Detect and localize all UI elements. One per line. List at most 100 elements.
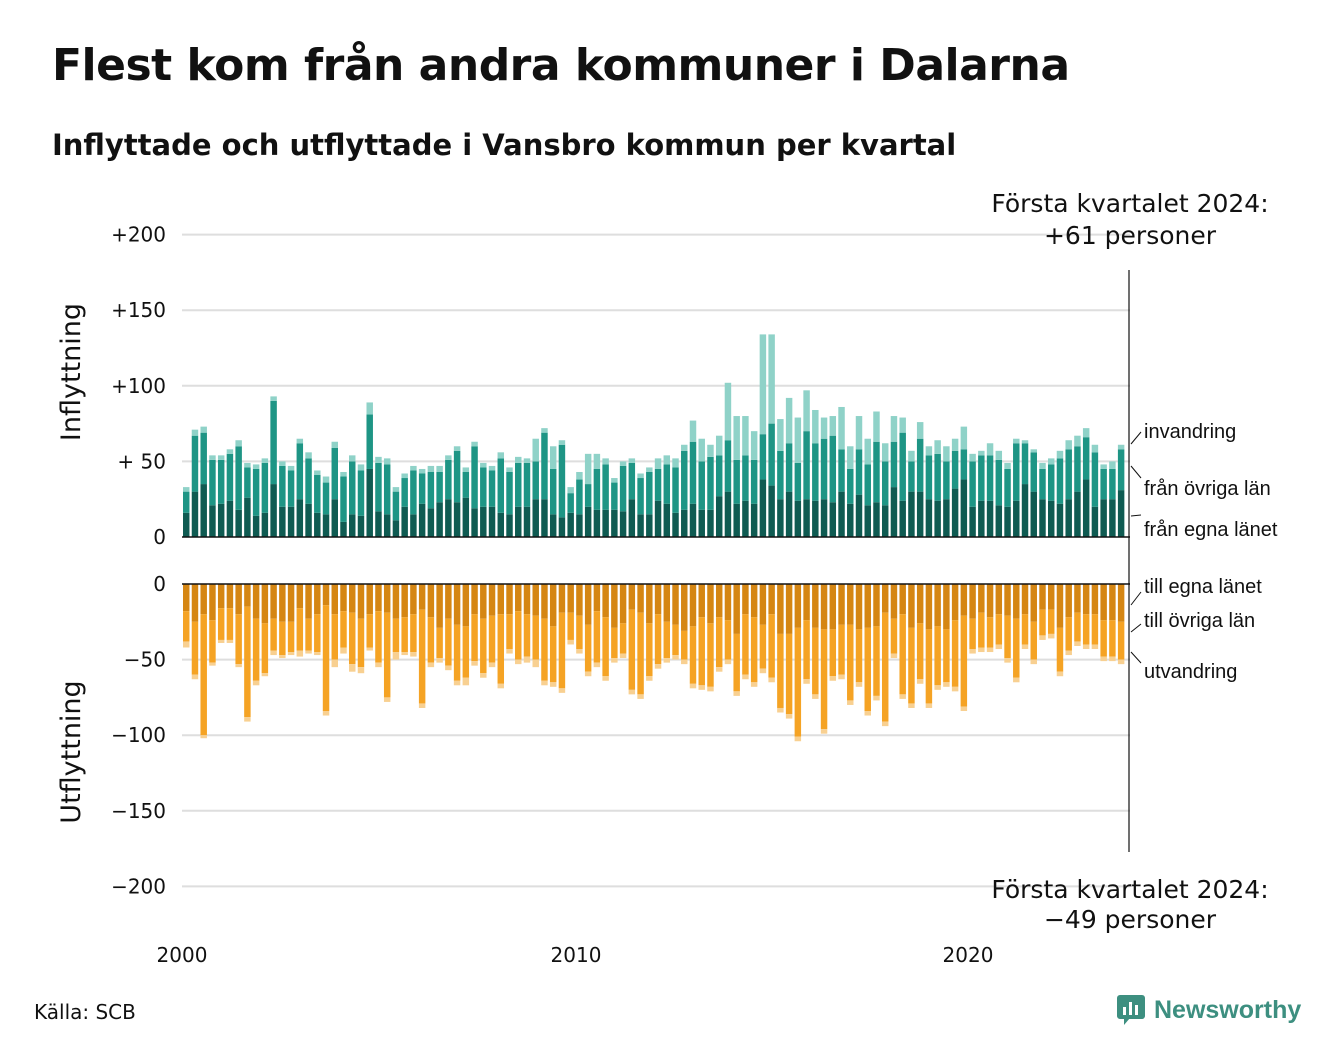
bar-out-1 xyxy=(584,584,592,625)
bar-out-1 xyxy=(995,584,1003,615)
bar-out-1 xyxy=(1047,584,1055,610)
bar-out-2 xyxy=(541,618,548,681)
bar-in-3 xyxy=(375,456,382,463)
bar-in-3 xyxy=(995,450,1003,460)
bar-out-2 xyxy=(340,611,347,648)
bar-in-2 xyxy=(567,493,574,513)
bar-in-3 xyxy=(1021,440,1029,444)
bar-out-1 xyxy=(864,584,871,628)
bar-in-3 xyxy=(549,446,557,469)
bar-out-2 xyxy=(226,608,234,640)
bar-out-2 xyxy=(593,611,601,663)
bar-in-3 xyxy=(646,467,653,472)
bar-in-1 xyxy=(1091,506,1099,537)
bar-out-2 xyxy=(584,624,592,672)
bar-out-3 xyxy=(602,676,609,681)
bar-in-2 xyxy=(383,464,391,515)
bar-in-3 xyxy=(654,458,662,469)
y-tick-label: −150 xyxy=(111,799,166,823)
bar-out-2 xyxy=(322,605,330,712)
bar-out-2 xyxy=(375,611,382,663)
bar-out-2 xyxy=(899,614,906,695)
bar-in-2 xyxy=(619,465,627,512)
bar-out-2 xyxy=(357,618,365,668)
bar-out-2 xyxy=(978,612,985,648)
bar-in-1 xyxy=(750,503,758,537)
bar-in-3 xyxy=(1013,438,1020,444)
bar-out-1 xyxy=(777,584,784,634)
bar-in-1 xyxy=(925,499,933,537)
y-tick-label: −50 xyxy=(124,648,166,672)
bar-out-3 xyxy=(462,677,470,686)
bar-in-3 xyxy=(794,417,802,463)
bar-out-3 xyxy=(383,697,391,702)
bar-in-2 xyxy=(768,423,775,486)
bar-in-3 xyxy=(523,458,531,463)
bar-in-3 xyxy=(812,409,819,444)
bar-in-3 xyxy=(191,429,199,436)
bar-in-1 xyxy=(698,509,705,537)
bar-out-2 xyxy=(418,609,426,704)
bar-out-1 xyxy=(462,584,470,627)
y-tick-label: −100 xyxy=(111,723,166,747)
bar-in-2 xyxy=(1030,452,1037,492)
bar-out-1 xyxy=(1004,584,1011,616)
bar-out-2 xyxy=(200,614,207,736)
bar-in-3 xyxy=(584,453,592,485)
bar-in-2 xyxy=(305,458,312,504)
bar-out-3 xyxy=(890,653,898,659)
bar-out-3 xyxy=(375,662,382,668)
brand-name: Newsworthy xyxy=(1154,995,1302,1024)
bar-in-1 xyxy=(794,500,802,537)
bar-out-1 xyxy=(532,584,539,616)
bar-out-1 xyxy=(383,584,391,613)
bar-in-2 xyxy=(1100,468,1107,500)
bar-out-1 xyxy=(375,584,382,612)
chart-title: Flest kom från andra kommuner i Dalarna xyxy=(52,40,1070,91)
bar-out-1 xyxy=(1109,584,1116,621)
bar-out-3 xyxy=(750,682,758,687)
y-tick-label: +150 xyxy=(111,298,166,322)
bar-out-3 xyxy=(646,676,653,681)
bar-out-3 xyxy=(1109,656,1116,662)
bar-in-3 xyxy=(611,478,618,483)
bar-out-3 xyxy=(978,647,985,653)
series-label-in: från egna länet xyxy=(1144,519,1278,541)
bar-in-3 xyxy=(986,443,994,456)
bar-out-2 xyxy=(1082,614,1090,645)
bar-out-3 xyxy=(847,700,854,705)
bar-out-1 xyxy=(969,584,976,619)
bar-in-3 xyxy=(532,438,539,462)
bar-in-3 xyxy=(349,455,356,462)
bar-out-2 xyxy=(672,624,679,656)
x-tick-label: 2010 xyxy=(551,943,602,967)
bar-out-3 xyxy=(497,683,505,689)
bar-in-3 xyxy=(314,470,321,476)
bar-out-3 xyxy=(322,711,330,716)
bar-out-1 xyxy=(1065,584,1072,618)
bar-out-2 xyxy=(663,621,671,659)
bar-out-2 xyxy=(392,618,400,653)
bar-out-2 xyxy=(890,618,898,654)
bar-out-3 xyxy=(698,685,705,690)
bar-out-3 xyxy=(759,668,767,674)
bar-out-3 xyxy=(1056,671,1064,677)
bar-out-2 xyxy=(794,627,802,737)
bar-out-1 xyxy=(951,584,959,621)
bar-out-2 xyxy=(602,617,609,677)
bar-out-2 xyxy=(383,612,391,698)
bar-in-2 xyxy=(418,473,426,504)
bar-out-2 xyxy=(619,623,627,654)
bar-out-2 xyxy=(523,614,531,657)
bar-out-1 xyxy=(401,584,408,618)
bar-out-1 xyxy=(855,584,863,630)
bar-out-1 xyxy=(1100,584,1107,621)
bar-out-3 xyxy=(1004,658,1011,663)
bar-in-3 xyxy=(576,471,583,480)
bar-out-2 xyxy=(314,614,321,653)
bar-out-2 xyxy=(969,618,976,650)
series-label-leader xyxy=(1130,651,1142,664)
bar-out-3 xyxy=(619,653,627,659)
bar-in-2 xyxy=(794,462,802,501)
bar-in-3 xyxy=(925,446,933,456)
